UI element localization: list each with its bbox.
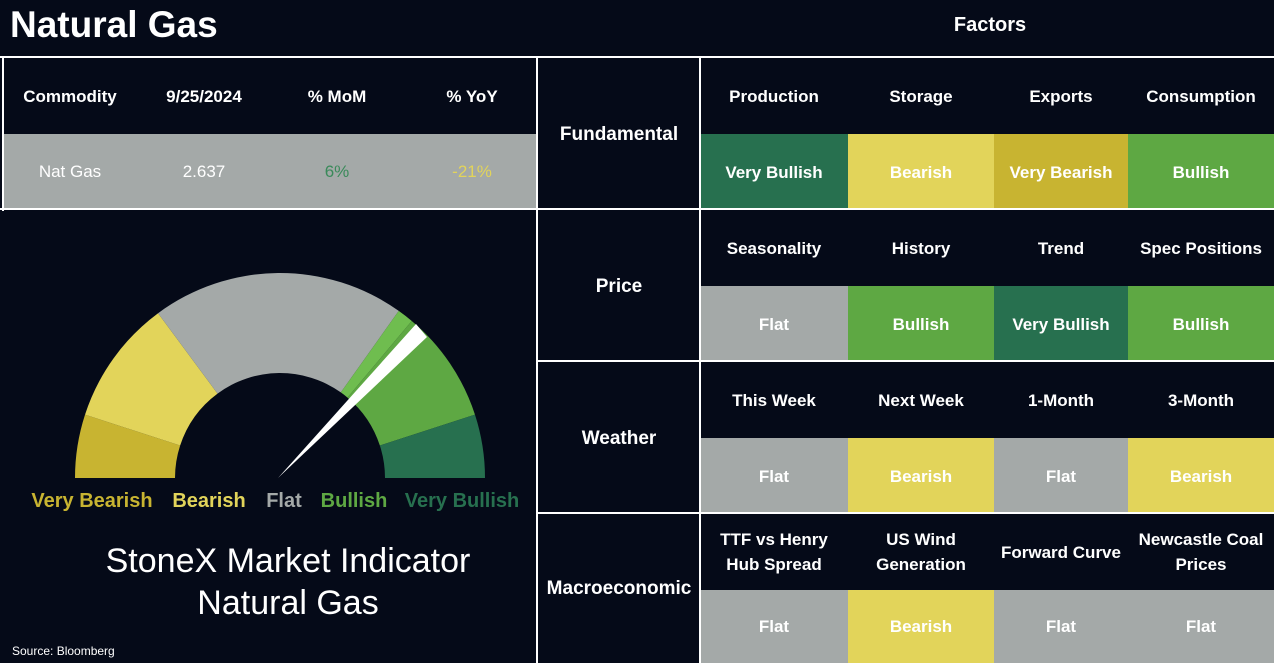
factor-status: Bullish (848, 286, 994, 362)
table-header: % YoY (446, 86, 498, 106)
grid-line (0, 56, 1274, 58)
table-row-bg (3, 134, 538, 209)
table-header: % MoM (307, 86, 367, 106)
grid-line (0, 208, 1274, 210)
factor-status: Bearish (848, 134, 994, 210)
factor-name: History (891, 238, 951, 258)
gauge-label: Bearish (172, 490, 245, 512)
factor-name: Forward Curve (1001, 542, 1121, 562)
grid-line (699, 56, 701, 663)
factor-name: TTF vs Henry Hub Spread (720, 530, 828, 574)
group-name: Macroeconomic (546, 578, 692, 599)
gauge-segment (347, 320, 475, 446)
factors-title: Factors (953, 14, 1027, 36)
title: Natural Gas (10, 4, 218, 45)
factor-name: Exports (1029, 86, 1093, 106)
group-name: Fundamental (559, 123, 679, 145)
factor-name: Spec Positions (1140, 238, 1262, 258)
factor-status: Flat (700, 590, 848, 663)
group-name: Price (595, 275, 643, 297)
gauge-arcs (75, 273, 485, 478)
factor-status: Bullish (1128, 134, 1274, 210)
group-name: Weather (581, 427, 657, 449)
gauge-title: Natural Gas (197, 584, 378, 622)
factor-status: Flat (700, 438, 848, 514)
gauge-segment (158, 273, 399, 394)
grid-line (538, 360, 1274, 362)
gauge-label: Bullish (321, 490, 388, 512)
factor-name: Newcastle Coal Prices (1138, 530, 1264, 574)
factor-status: Flat (700, 286, 848, 362)
factor-name: 1-Month (1027, 390, 1095, 410)
grid-line (538, 512, 1274, 514)
factor-status: Bullish (1128, 286, 1274, 362)
factor-status: Flat (994, 438, 1128, 514)
table-cell: 6% (324, 162, 350, 181)
gauge-title: StoneX Market Indicator (106, 542, 471, 580)
grid-line (536, 56, 538, 663)
factor-status: Bearish (1128, 438, 1274, 514)
gauge-segment (340, 310, 412, 398)
factor-name: Production (729, 86, 819, 106)
gauge-segment (379, 414, 485, 478)
factor-name: 3-Month (1167, 390, 1235, 410)
grid-line (2, 56, 4, 211)
table-header: 9/25/2024 (166, 86, 242, 106)
gauge-label: Flat (266, 490, 302, 512)
factor-name: Consumption (1146, 86, 1256, 106)
gauge: Very Bearish Bearish Flat Bullish Very Bulli… (31, 273, 520, 622)
factor-status: Very Bearish (994, 134, 1128, 210)
table-cell: -21% (452, 162, 492, 181)
gauge-label: Very Bearish (31, 490, 152, 512)
factor-name: Trend (1037, 238, 1085, 258)
factor-name: Next Week (878, 390, 964, 410)
gauge-needle (278, 324, 427, 478)
factor-status: Flat (1128, 590, 1274, 663)
source: Source: Bloomberg (12, 644, 115, 658)
table-cell: Nat Gas (38, 162, 102, 181)
factor-status: Very Bullish (700, 134, 848, 210)
factor-name: This Week (732, 390, 816, 410)
factor-name: US Wind Generation (876, 530, 966, 574)
factor-status: Flat (994, 590, 1128, 663)
gauge-segment (75, 414, 181, 478)
table-cell: 2.637 (182, 162, 226, 181)
factor-name: Storage (889, 86, 953, 106)
table-header: Commodity (23, 86, 117, 106)
factor-status: Bearish (848, 438, 994, 514)
factor-status: Very Bullish (994, 286, 1128, 362)
factor-name: Seasonality (726, 238, 822, 258)
factor-status: Bearish (848, 590, 994, 663)
gauge-label: Very Bullish (405, 490, 520, 512)
gauge-segment (85, 313, 218, 446)
